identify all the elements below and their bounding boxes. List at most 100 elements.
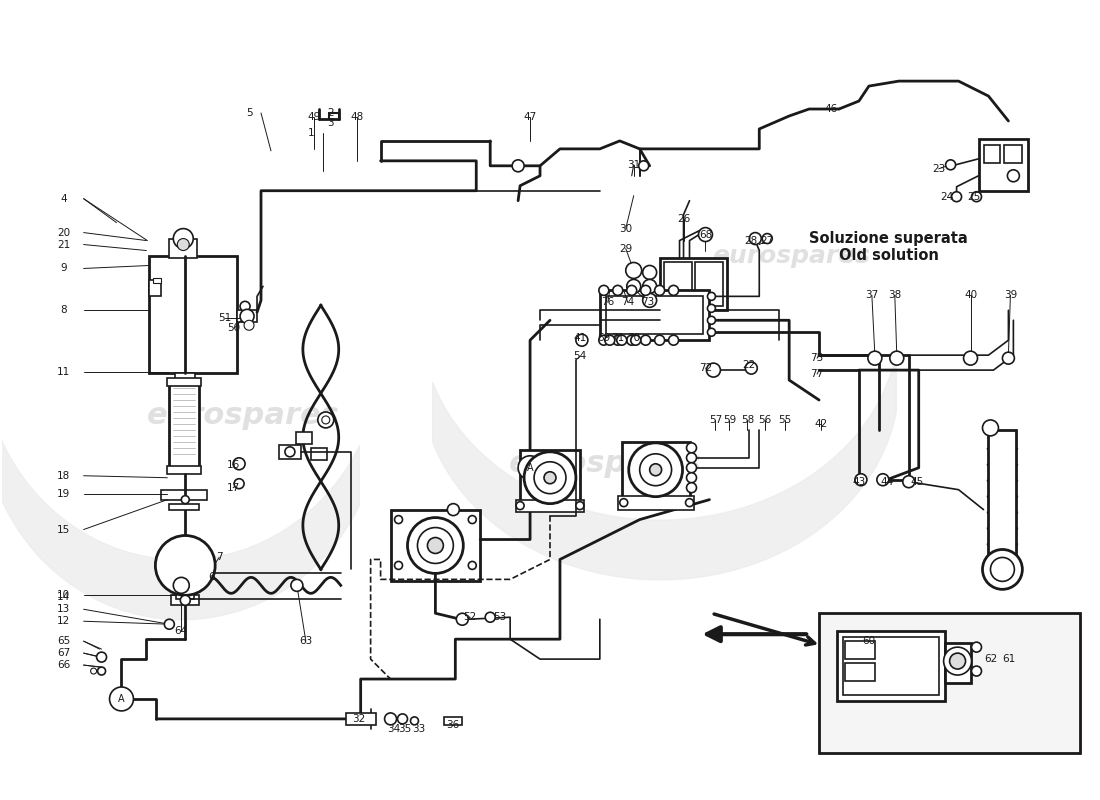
Text: 50: 50 [228,323,241,334]
Circle shape [982,550,1022,590]
Text: 35: 35 [398,724,411,734]
Circle shape [630,335,640,345]
Text: 10: 10 [57,590,70,600]
Circle shape [639,161,649,170]
Text: 34: 34 [387,724,400,734]
Circle shape [174,578,189,594]
Circle shape [244,320,254,330]
Text: 55: 55 [779,415,792,425]
Text: 66: 66 [57,660,70,670]
Circle shape [180,595,190,606]
Bar [444,717,462,725]
Circle shape [174,229,194,249]
Text: 65: 65 [57,636,70,646]
Bar [945,643,970,683]
Text: 40: 40 [964,290,977,300]
Circle shape [598,335,608,345]
Text: 41: 41 [573,334,586,343]
Text: 20: 20 [57,227,70,238]
Bar [984,145,1000,163]
Circle shape [982,420,999,436]
Circle shape [669,286,679,295]
Circle shape [627,279,640,294]
Text: 72: 72 [698,363,712,373]
Bar [169,380,199,468]
Circle shape [576,502,584,510]
Text: 9: 9 [60,263,67,274]
Text: 37: 37 [866,290,879,300]
Text: 64: 64 [175,626,188,636]
Circle shape [686,473,696,482]
Text: 70: 70 [627,334,640,343]
Circle shape [234,478,244,489]
Text: 58: 58 [740,415,754,425]
Bar [979,139,1028,190]
Circle shape [707,304,715,312]
Circle shape [964,351,978,365]
Circle shape [706,363,721,377]
Circle shape [448,504,460,515]
Circle shape [240,302,250,311]
Circle shape [322,416,330,424]
Circle shape [177,238,189,250]
Text: 51: 51 [219,314,232,323]
Circle shape [110,687,133,711]
Circle shape [686,453,696,462]
Text: 44: 44 [880,477,893,486]
Text: 39: 39 [1004,290,1018,300]
Circle shape [642,266,657,279]
Circle shape [749,233,761,245]
Circle shape [155,535,216,595]
Circle shape [516,502,524,510]
Bar [175,373,195,381]
Text: 74: 74 [621,298,635,307]
Circle shape [762,234,772,243]
Text: 15: 15 [57,525,70,534]
Circle shape [98,667,106,675]
Text: eurospares: eurospares [712,245,870,269]
Circle shape [707,316,715,324]
Circle shape [627,286,637,295]
Text: 7: 7 [216,553,222,562]
Circle shape [971,642,981,652]
Circle shape [518,456,542,480]
Bar [169,238,197,258]
Circle shape [1008,170,1020,182]
Circle shape [524,452,576,504]
Text: 29: 29 [619,243,632,254]
Text: 68: 68 [698,230,712,239]
Bar [989,430,1016,559]
Circle shape [877,474,889,486]
Circle shape [640,454,672,486]
Circle shape [642,294,657,307]
Circle shape [746,362,757,374]
Circle shape [397,714,407,724]
Text: 76: 76 [602,298,615,307]
Circle shape [469,515,476,523]
Circle shape [971,666,981,676]
Text: 49: 49 [307,112,320,122]
Circle shape [686,462,696,473]
Text: 73: 73 [641,298,654,307]
Circle shape [233,458,245,470]
Text: 30: 30 [619,223,632,234]
Circle shape [485,612,495,622]
Bar [296,432,311,444]
Bar [238,310,257,322]
Text: 6: 6 [208,572,214,582]
Text: 13: 13 [57,604,70,614]
Text: 54: 54 [573,351,586,361]
Circle shape [952,192,961,202]
Text: 47: 47 [524,112,537,122]
Bar [695,262,724,306]
Circle shape [456,614,469,626]
Text: 57: 57 [708,415,722,425]
Circle shape [535,462,565,494]
Text: 2: 2 [328,108,334,118]
Bar [600,290,710,340]
Text: 16: 16 [227,460,240,470]
Bar [311,448,327,460]
Circle shape [97,652,107,662]
Circle shape [903,476,915,488]
Bar [390,510,481,582]
